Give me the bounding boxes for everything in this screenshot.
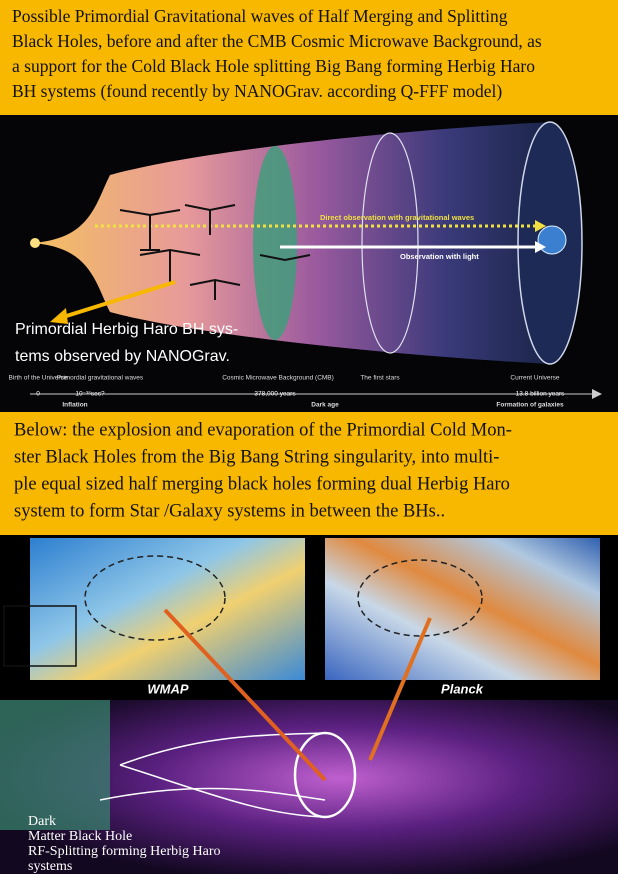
text-line: Below: the explosion and evaporation of … xyxy=(14,420,512,440)
event: Primordial gravitational waves xyxy=(57,375,144,382)
orange-arrow xyxy=(368,617,432,761)
text-line: Matter Black Hole xyxy=(28,829,132,844)
earth xyxy=(537,225,567,255)
callout-arrow xyxy=(59,280,176,320)
callout-line: Primordial Herbig Haro BH sys- xyxy=(15,321,238,338)
timeline: Birth of the Universe Primordial gravita… xyxy=(9,375,602,409)
frame-mark xyxy=(3,605,77,667)
text-line: BH systems (found recently by NANOGrav. … xyxy=(12,81,502,101)
era: Dark age xyxy=(311,402,339,409)
time: 10⁻³⁸sec? xyxy=(75,391,105,398)
map-label: Planck xyxy=(441,681,484,696)
middle-text: Below: the explosion and evaporation of … xyxy=(14,420,512,521)
time: 378,000 years xyxy=(254,391,296,398)
callout-line: tems observed by NANOGrav. xyxy=(15,348,230,365)
event: Cosmic Microwave Background (CMB) xyxy=(222,375,334,382)
middle-banner xyxy=(0,412,618,535)
text-line: system to form Star /Galaxy systems in b… xyxy=(14,501,445,521)
light-label: Observation with light xyxy=(400,252,479,261)
arrow-head xyxy=(535,220,546,232)
text-line: RF-Splitting forming Herbig Haro xyxy=(28,844,221,859)
text-line: Possible Primordial Gravitational waves … xyxy=(12,6,508,26)
map-label: WMAP xyxy=(147,681,188,696)
cmb-slice xyxy=(253,146,297,340)
arrow-head xyxy=(535,241,546,253)
top-banner xyxy=(0,0,618,115)
bh-icons xyxy=(119,204,311,300)
map-labels: WMAP Planck xyxy=(147,681,483,696)
time: 13.8 billion years xyxy=(516,391,566,398)
text-line: Black Holes, before and after the CMB Co… xyxy=(12,31,542,51)
text-line: ster Black Holes from the Big Bang Strin… xyxy=(14,447,499,467)
planck-map xyxy=(325,538,600,680)
era: Inflation xyxy=(62,402,87,409)
big-bang xyxy=(30,238,40,248)
gw-label: Direct observation with gravitational wa… xyxy=(320,213,474,222)
circle-mark xyxy=(357,559,483,637)
text-line: systems xyxy=(28,859,72,874)
arrow-head xyxy=(50,308,68,324)
wmap-map xyxy=(30,538,305,680)
text-line: ple equal sized half merging black holes… xyxy=(14,474,510,494)
cmb-patch xyxy=(0,700,110,830)
first-stars-slice xyxy=(361,132,419,354)
callout: Primordial Herbig Haro BH sys- tems obse… xyxy=(15,321,238,365)
era: Formation of galaxies xyxy=(496,402,564,409)
text-line: Dark xyxy=(28,814,56,829)
arrow-head xyxy=(592,389,602,399)
circle-mark xyxy=(84,555,226,641)
time: 0 xyxy=(36,391,40,398)
arrow-labels: Direct observation with gravitational wa… xyxy=(320,213,479,261)
bottom-text: Dark Matter Black Hole RF-Splitting form… xyxy=(28,814,221,874)
top-text: Possible Primordial Gravitational waves … xyxy=(12,6,542,101)
cone-lines xyxy=(99,732,326,818)
orange-arrow xyxy=(163,608,327,782)
event: Current Universe xyxy=(510,375,560,382)
event: Birth of the Universe xyxy=(9,375,68,382)
event: The first stars xyxy=(360,375,400,382)
text-line: a support for the Cold Black Hole splitt… xyxy=(12,56,535,76)
